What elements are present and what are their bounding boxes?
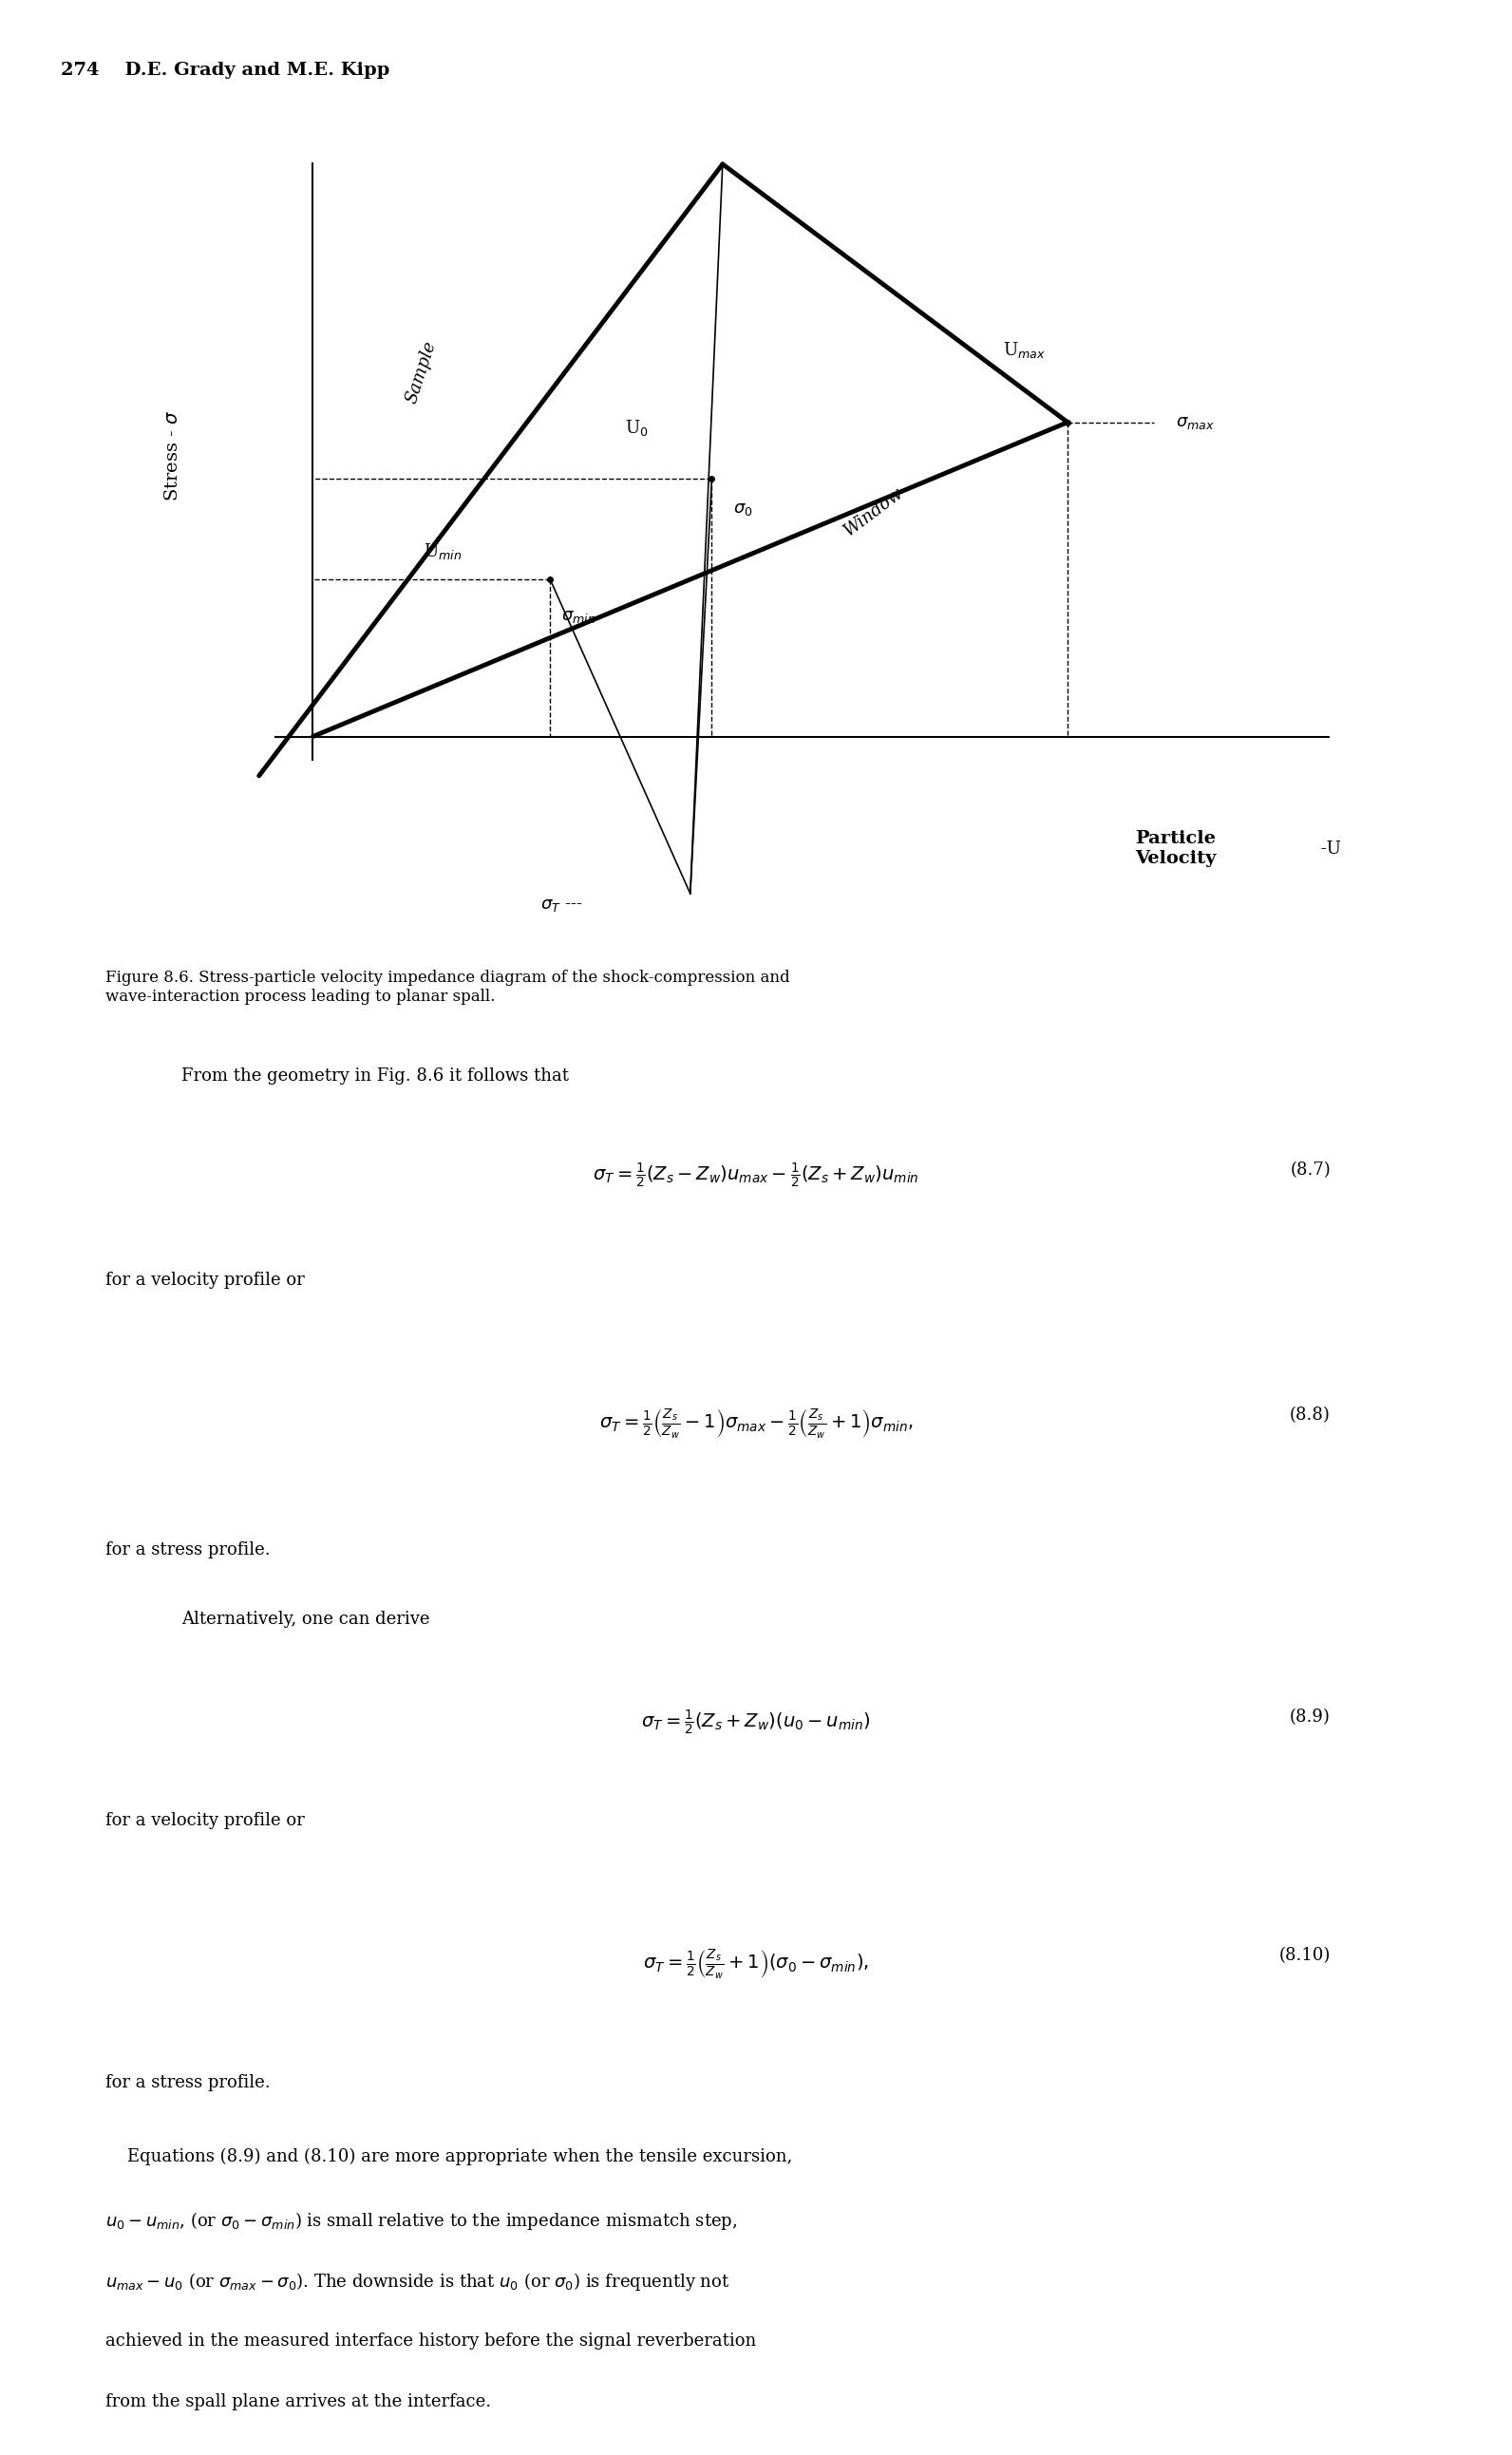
Text: (8.10): (8.10) (1279, 1947, 1331, 1964)
Text: Equations (8.9) and (8.10) are more appropriate when the tensile excursion,: Equations (8.9) and (8.10) are more appr… (106, 2148, 792, 2165)
Text: achieved in the measured interface history before the signal reverberation: achieved in the measured interface histo… (106, 2332, 756, 2349)
Text: Particle
Velocity: Particle Velocity (1136, 830, 1216, 867)
Text: for a stress profile.: for a stress profile. (106, 2074, 271, 2092)
Text: $\sigma_T = \frac{1}{2}\left(\frac{Z_s}{Z_w} + 1\right)(\sigma_0 - \sigma_{min}): $\sigma_T = \frac{1}{2}\left(\frac{Z_s}{… (643, 1947, 869, 1981)
Text: (8.7): (8.7) (1290, 1161, 1331, 1178)
Text: for a velocity profile or: for a velocity profile or (106, 1272, 305, 1289)
Text: -U: -U (1315, 840, 1341, 857)
Text: Sample: Sample (402, 339, 438, 405)
Text: from the spall plane arrives at the interface.: from the spall plane arrives at the inte… (106, 2394, 491, 2411)
Text: $\sigma_T$ ---: $\sigma_T$ --- (540, 896, 582, 913)
Text: $\sigma_T = \frac{1}{2}\left(\frac{Z_s}{Z_w} - 1\right)\sigma_{max} - \frac{1}{2: $\sigma_T = \frac{1}{2}\left(\frac{Z_s}{… (599, 1407, 913, 1441)
Text: (8.9): (8.9) (1290, 1709, 1331, 1726)
Text: Stress - $\sigma$: Stress - $\sigma$ (165, 410, 181, 501)
Text: Window: Window (841, 484, 907, 540)
Text: $\sigma_T = \frac{1}{2}(Z_s + Z_w)(u_0 - u_{min})$: $\sigma_T = \frac{1}{2}(Z_s + Z_w)(u_0 -… (641, 1709, 871, 1738)
Text: U$_{min}$: U$_{min}$ (423, 543, 461, 562)
Text: U$_{max}$: U$_{max}$ (1002, 339, 1046, 361)
Text: Alternatively, one can derive: Alternatively, one can derive (181, 1610, 429, 1628)
Text: $\sigma_{min}$: $\sigma_{min}$ (561, 606, 596, 624)
Text: Figure 8.6. Stress-particle velocity impedance diagram of the shock-compression : Figure 8.6. Stress-particle velocity imp… (106, 970, 791, 1004)
Text: U$_0$: U$_0$ (624, 417, 649, 439)
Text: From the geometry in Fig. 8.6 it follows that: From the geometry in Fig. 8.6 it follows… (181, 1068, 569, 1085)
Text: $\sigma_0$: $\sigma_0$ (733, 501, 753, 518)
Text: $u_0 - u_{min}$, (or $\sigma_0 - \sigma_{min}$) is small relative to the impedan: $u_0 - u_{min}$, (or $\sigma_0 - \sigma_… (106, 2210, 738, 2232)
Text: 274    D.E. Grady and M.E. Kipp: 274 D.E. Grady and M.E. Kipp (60, 61, 389, 79)
Text: $\sigma_{max}$: $\sigma_{max}$ (1175, 415, 1214, 430)
Text: $u_{max} - u_0$ (or $\sigma_{max} - \sigma_0$). The downside is that $u_0$ (or $: $u_{max} - u_0$ (or $\sigma_{max} - \sig… (106, 2271, 730, 2293)
Text: $\sigma_T = \frac{1}{2}(Z_s - Z_w)u_{max} - \frac{1}{2}(Z_s + Z_w)u_{min}$: $\sigma_T = \frac{1}{2}(Z_s - Z_w)u_{max… (593, 1161, 919, 1191)
Text: for a stress profile.: for a stress profile. (106, 1542, 271, 1559)
Text: for a velocity profile or: for a velocity profile or (106, 1812, 305, 1829)
Text: (8.8): (8.8) (1290, 1407, 1331, 1424)
